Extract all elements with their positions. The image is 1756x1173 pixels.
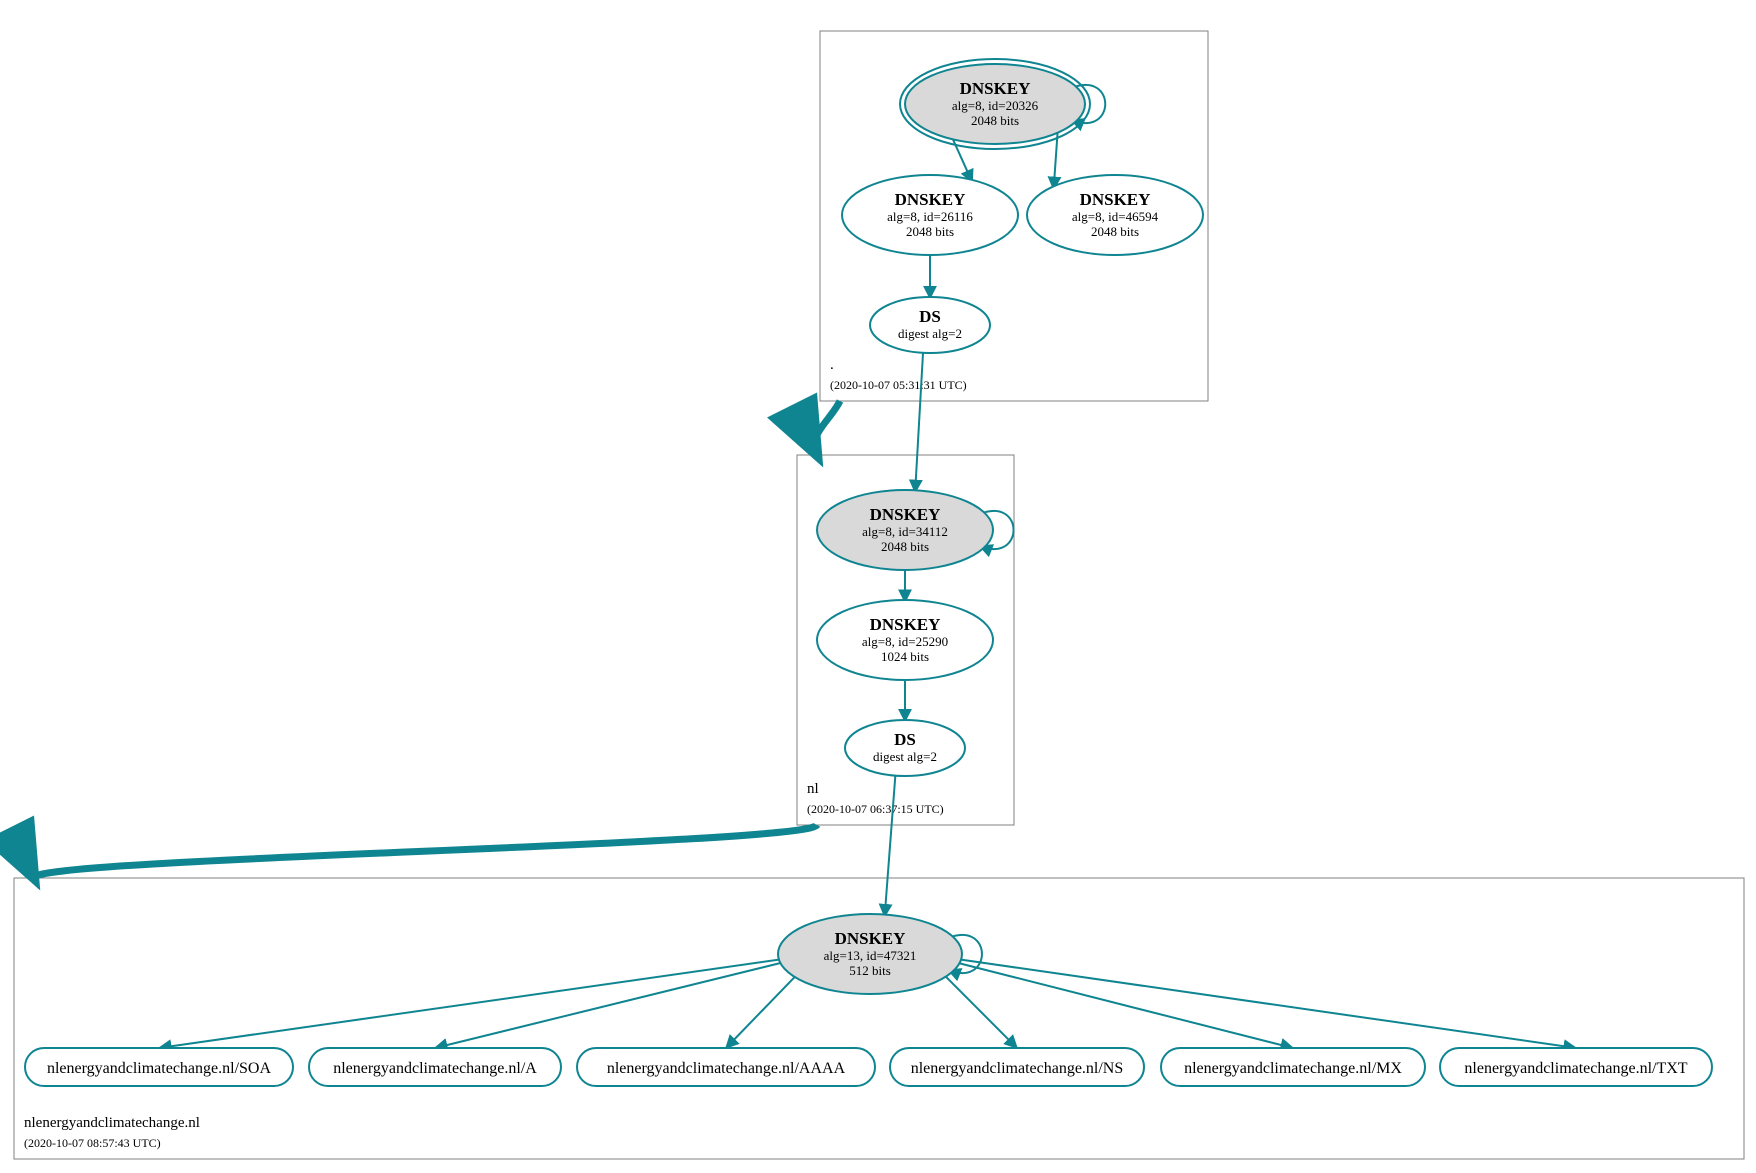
svg-text:DNSKEY: DNSKEY [895, 190, 966, 209]
svg-text:nlenergyandclimatechange.nl/NS: nlenergyandclimatechange.nl/NS [911, 1060, 1124, 1077]
svg-text:digest alg=2: digest alg=2 [873, 749, 937, 764]
edge [952, 137, 972, 182]
svg-text:2048 bits: 2048 bits [906, 224, 954, 239]
dnssec-diagram: . (2020-10-07 05:31:31 UTC) nl (2020-10-07 … [0, 0, 1756, 1173]
zone-label-nl: nl [807, 781, 819, 797]
svg-text:DNSKEY: DNSKEY [1080, 190, 1151, 209]
svg-text:DNSKEY: DNSKEY [835, 929, 906, 948]
svg-text:1024 bits: 1024 bits [881, 649, 929, 664]
svg-text:alg=8, id=46594: alg=8, id=46594 [1072, 209, 1159, 224]
svg-text:alg=8, id=34112: alg=8, id=34112 [862, 524, 948, 539]
svg-text:nlenergyandclimatechange.nl/AA: nlenergyandclimatechange.nl/AAAA [607, 1060, 846, 1077]
svg-text:DNSKEY: DNSKEY [870, 505, 941, 524]
zone-label-root: . [830, 357, 834, 373]
edge [915, 351, 923, 492]
svg-text:digest alg=2: digest alg=2 [898, 326, 962, 341]
svg-text:alg=8, id=20326: alg=8, id=20326 [952, 98, 1039, 113]
svg-text:nlenergyandclimatechange.nl/A: nlenergyandclimatechange.nl/A [333, 1060, 537, 1077]
svg-text:nlenergyandclimatechange.nl/TX: nlenergyandclimatechange.nl/TXT [1464, 1060, 1687, 1077]
zone-delegation-arrow [815, 401, 840, 455]
svg-text:512 bits: 512 bits [849, 963, 891, 978]
edge [435, 962, 785, 1048]
svg-text:nlenergyandclimatechange.nl/MX: nlenergyandclimatechange.nl/MX [1184, 1060, 1402, 1077]
zone-label-domain: nlenergyandclimatechange.nl [24, 1115, 200, 1131]
svg-text:2048 bits: 2048 bits [881, 539, 929, 554]
svg-text:DS: DS [919, 307, 941, 326]
zone-timestamp-root: (2020-10-07 05:31:31 UTC) [830, 378, 967, 392]
edge [885, 774, 896, 916]
svg-text:2048 bits: 2048 bits [1091, 224, 1139, 239]
svg-text:DNSKEY: DNSKEY [870, 615, 941, 634]
svg-text:2048 bits: 2048 bits [971, 113, 1019, 128]
svg-text:alg=13, id=47321: alg=13, id=47321 [824, 948, 917, 963]
edge [957, 959, 1576, 1048]
svg-text:nlenergyandclimatechange.nl/SO: nlenergyandclimatechange.nl/SOA [47, 1060, 272, 1077]
svg-text:DS: DS [894, 730, 916, 749]
svg-text:alg=8, id=26116: alg=8, id=26116 [887, 209, 973, 224]
zone-timestamp-domain: (2020-10-07 08:57:43 UTC) [24, 1136, 161, 1150]
svg-text:DNSKEY: DNSKEY [960, 79, 1031, 98]
edge [944, 974, 1017, 1048]
edge [726, 975, 797, 1048]
edge [159, 959, 783, 1048]
zone-timestamp-nl: (2020-10-07 06:37:15 UTC) [807, 802, 944, 816]
svg-text:alg=8, id=25290: alg=8, id=25290 [862, 634, 948, 649]
zone-delegation-arrow [34, 825, 817, 878]
edge [955, 962, 1293, 1048]
